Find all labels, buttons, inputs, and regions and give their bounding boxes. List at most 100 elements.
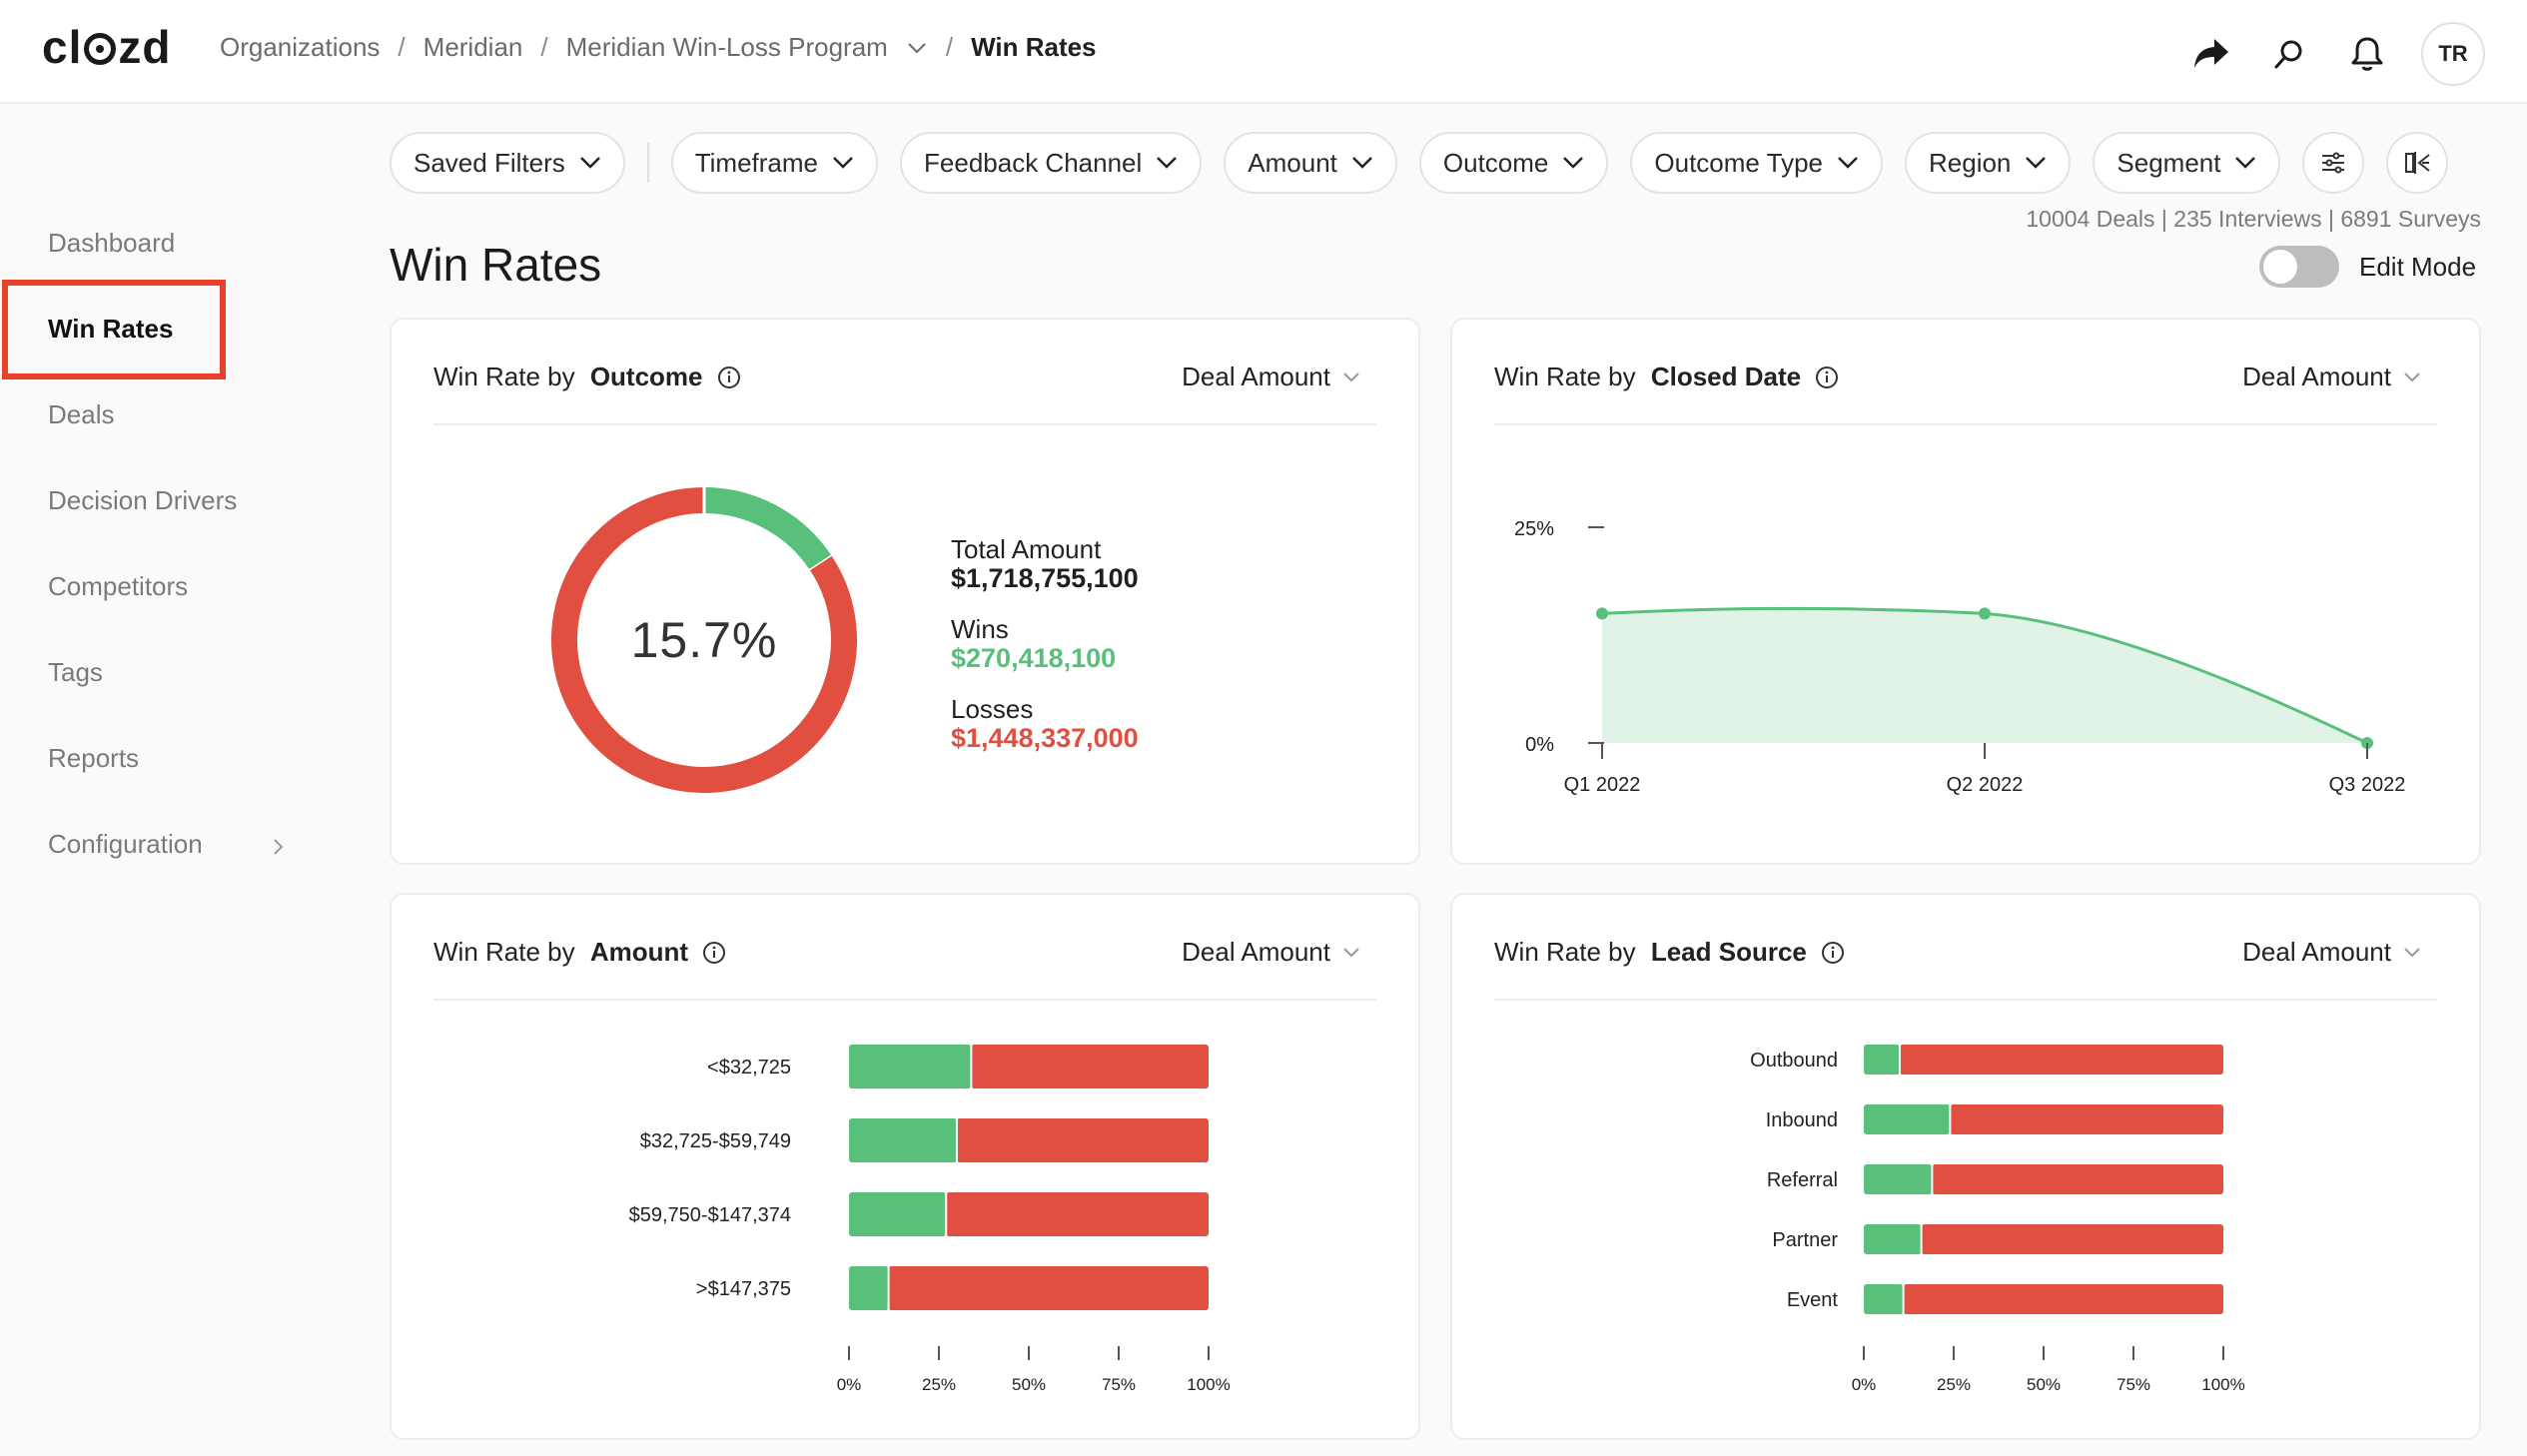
filter-label: Amount xyxy=(1248,147,1337,178)
info-icon[interactable] xyxy=(1815,365,1839,389)
active-highlight xyxy=(2,280,226,379)
info-icon[interactable] xyxy=(717,365,741,389)
toggle-knob xyxy=(2263,250,2297,284)
card-win-rate-by-lead-source: Win Rate by Lead Source Deal Amount Outb… xyxy=(1450,893,2481,1440)
filter-outcome[interactable]: Outcome xyxy=(1418,132,1609,194)
header-actions: TR xyxy=(2187,22,2485,86)
avatar[interactable]: TR xyxy=(2421,22,2485,86)
filter-timeframe[interactable]: Timeframe xyxy=(670,132,879,194)
chevron-down-icon xyxy=(1343,371,1359,381)
card-title-bold: Lead Source xyxy=(1650,937,1807,967)
bar-win xyxy=(1864,1104,1951,1134)
card-title: Win Rate by Lead Source xyxy=(1494,937,1845,968)
sidebar-item-tags[interactable]: Tags xyxy=(48,657,103,687)
sidebar-item-reports[interactable]: Reports xyxy=(48,743,140,773)
saved-filters-dropdown[interactable]: Saved Filters xyxy=(390,132,625,194)
breadcrumb-organizations[interactable]: Organizations xyxy=(220,32,381,62)
filter-region[interactable]: Region xyxy=(1905,132,2072,194)
bar-win xyxy=(849,1266,889,1310)
filter-label: Outcome xyxy=(1442,147,1549,178)
clozd-logo[interactable]: cl zd xyxy=(42,21,172,73)
outcome-legend: Total Amount $1,718,755,100 Wins $270,41… xyxy=(951,535,1139,775)
bar-win xyxy=(1864,1045,1900,1075)
share-icon[interactable] xyxy=(2187,30,2235,78)
search-icon[interactable] xyxy=(2265,30,2313,78)
legend-losses-label: Losses xyxy=(951,694,1034,724)
filter-label: Segment xyxy=(2116,147,2221,178)
sidebar-item-deals[interactable]: Deals xyxy=(48,399,115,429)
category-label: $32,725-$59,749 xyxy=(640,1130,791,1152)
donut-slice-wins xyxy=(703,487,832,571)
measure-dropdown[interactable]: Deal Amount xyxy=(1182,362,1360,392)
bar-loss xyxy=(946,1192,1209,1236)
top-bar: cl zd Organizations / Meridian / Meridian… xyxy=(0,0,2527,104)
chevron-right-icon[interactable] xyxy=(272,837,286,857)
chevron-down-icon xyxy=(833,157,853,169)
data-point xyxy=(1596,607,1608,620)
breadcrumb: Organizations / Meridian / Meridian Win-… xyxy=(220,32,1097,63)
sidebar-item-competitors[interactable]: Competitors xyxy=(48,571,189,601)
bar-loss xyxy=(1932,1164,2223,1194)
sidebar-item-win-rates[interactable]: Win Rates xyxy=(48,314,174,344)
filter-label: Timeframe xyxy=(694,147,819,178)
card-win-rate-by-closed-date: Win Rate by Closed Date Deal Amount 25% 0… xyxy=(1450,318,2481,865)
bar-win xyxy=(1864,1224,1922,1254)
info-icon[interactable] xyxy=(1821,941,1845,965)
donut-center-value: 15.7% xyxy=(630,612,778,668)
chevron-down-icon[interactable] xyxy=(906,37,928,59)
category-label: Inbound xyxy=(1766,1109,1838,1131)
category-label: $59,750-$147,374 xyxy=(629,1204,791,1226)
sidebar-item-dashboard[interactable]: Dashboard xyxy=(48,228,176,258)
area-fill xyxy=(1602,608,2367,743)
saved-filters-label: Saved Filters xyxy=(414,147,565,178)
legend-wins-label: Wins xyxy=(951,614,1009,644)
chevron-down-icon xyxy=(579,157,600,169)
edit-mode-toggle[interactable] xyxy=(2259,246,2339,288)
card-win-rate-by-outcome: Win Rate by Outcome Deal Amount 15.7% To… xyxy=(390,318,1420,865)
measure-dropdown[interactable]: Deal Amount xyxy=(1182,937,1360,968)
closed-date-area-chart: 25% 0% Q1 2022 Q2 2022 Q3 2022 xyxy=(1514,518,2406,796)
filter-label: Feedback Channel xyxy=(924,147,1143,178)
measure-dropdown[interactable]: Deal Amount xyxy=(2242,362,2421,392)
filter-feedback-channel[interactable]: Feedback Channel xyxy=(900,132,1203,194)
filter-segment[interactable]: Segment xyxy=(2093,132,2281,194)
card-divider xyxy=(433,999,1376,1001)
edit-mode-label: Edit Mode xyxy=(2359,252,2477,282)
filter-bar: Saved Filters Timeframe Feedback Channel… xyxy=(390,132,2449,194)
card-divider xyxy=(1494,999,2437,1001)
card-title-bold: Closed Date xyxy=(1650,362,1802,391)
measure-dropdown[interactable]: Deal Amount xyxy=(2242,937,2421,968)
chevron-down-icon xyxy=(1352,157,1372,169)
bar-win xyxy=(849,1045,972,1089)
info-icon[interactable] xyxy=(702,941,726,965)
filter-settings-button[interactable] xyxy=(2302,132,2365,194)
card-title-bold: Amount xyxy=(589,937,689,967)
bell-icon[interactable] xyxy=(2343,30,2391,78)
card-title: Win Rate by Closed Date xyxy=(1494,362,1839,392)
collapse-filters-button[interactable] xyxy=(2386,132,2449,194)
legend-total: Total Amount $1,718,755,100 xyxy=(951,535,1139,593)
bar-win xyxy=(849,1118,957,1162)
filter-amount[interactable]: Amount xyxy=(1224,132,1397,194)
sidebar-item-configuration[interactable]: Configuration xyxy=(48,829,203,859)
y-tick-label: 0% xyxy=(1525,734,1554,756)
x-tick-label: 100% xyxy=(1187,1375,1230,1394)
bar-loss xyxy=(971,1045,1209,1089)
card-divider xyxy=(1494,423,2437,425)
legend-losses: Losses $1,448,337,000 xyxy=(951,695,1139,753)
filter-outcome-type[interactable]: Outcome Type xyxy=(1630,132,1883,194)
donut-slice-losses xyxy=(551,487,857,793)
page-title: Win Rates xyxy=(390,239,602,291)
donut-slice-gap xyxy=(806,552,836,574)
breadcrumb-org[interactable]: Meridian xyxy=(422,32,523,62)
bar-win xyxy=(849,1192,947,1236)
sidebar-item-decision-drivers[interactable]: Decision Drivers xyxy=(48,485,238,515)
card-divider xyxy=(433,423,1376,425)
breadcrumb-program[interactable]: Meridian Win-Loss Program xyxy=(565,32,888,62)
card-title: Win Rate by Amount xyxy=(433,937,726,968)
amount-bar-chart: <$32,725 $32,725-$59,749 $59,750-$147,374 >… xyxy=(629,1045,1231,1394)
dropdown-label: Deal Amount xyxy=(2242,937,2391,967)
breadcrumb-separator: / xyxy=(540,32,548,62)
card-title-prefix: Win Rate by xyxy=(1494,937,1643,967)
x-tick-label: Q3 2022 xyxy=(2329,774,2406,796)
